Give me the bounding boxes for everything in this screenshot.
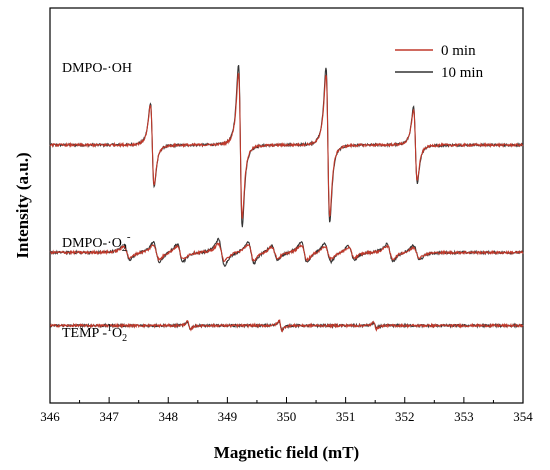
- x-tick-label: 350: [277, 409, 297, 424]
- panel-label-2: DMPO-·O2-: [62, 231, 131, 254]
- x-tick-label: 346: [40, 409, 60, 424]
- y-axis-title: Intensity (a.u.): [13, 152, 32, 258]
- panel-label-3: TEMP -1O2: [62, 323, 127, 344]
- legend-label-1: 10 min: [441, 65, 484, 81]
- series-line-0min-panel-3: [49, 319, 524, 333]
- panel-label-1: DMPO-·OH: [62, 61, 132, 76]
- x-tick-label: 353: [454, 409, 474, 424]
- x-tick-label: 352: [395, 409, 415, 424]
- x-tick-label: 347: [99, 409, 119, 424]
- legend-label-0: 0 min: [441, 43, 476, 59]
- series-line-0min-panel-1: [49, 72, 524, 219]
- x-axis-title: Magnetic field (mT): [214, 443, 359, 462]
- x-tick-label: 354: [513, 409, 533, 424]
- x-tick-label: 348: [159, 409, 179, 424]
- series-line-0min-panel-2: [49, 242, 524, 263]
- x-tick-label: 349: [218, 409, 238, 424]
- x-tick-label: 351: [336, 409, 356, 424]
